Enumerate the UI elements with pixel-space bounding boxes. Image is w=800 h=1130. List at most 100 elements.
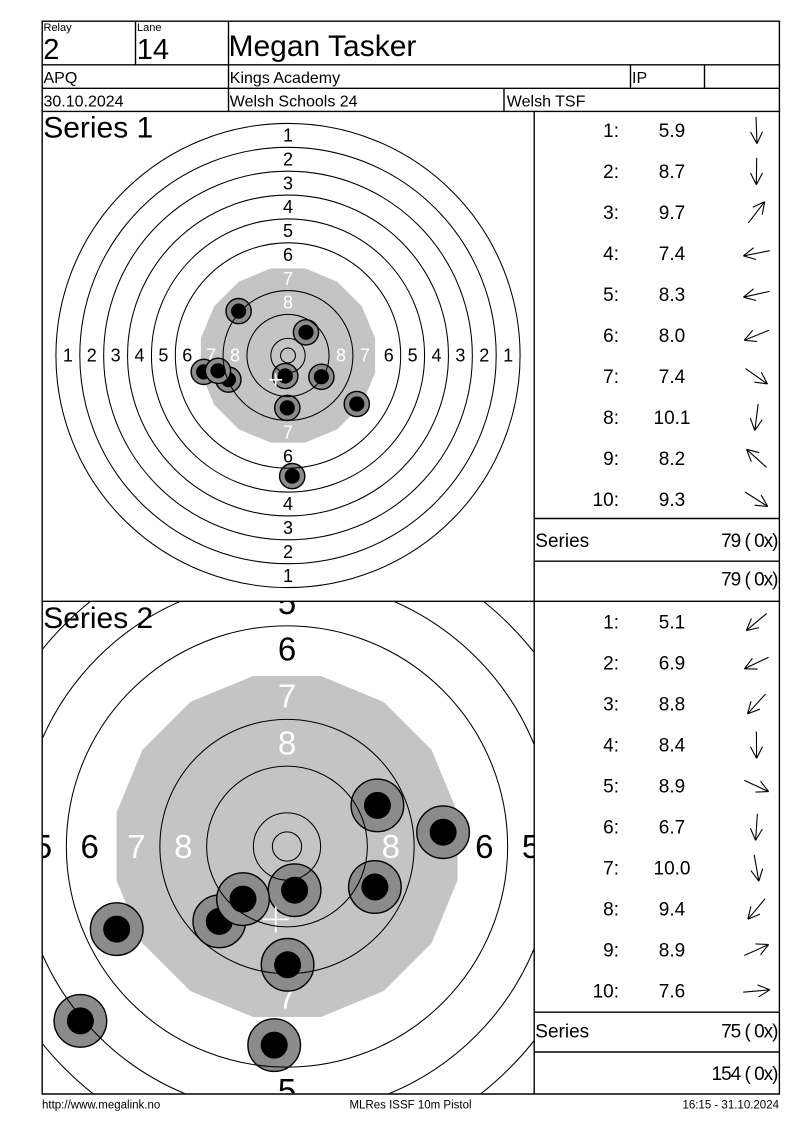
svg-text:8.9: 8.9 — [659, 941, 685, 962]
svg-text:9.7: 9.7 — [659, 203, 685, 224]
svg-text:1: 1 — [283, 566, 293, 586]
svg-text:3: 3 — [455, 346, 465, 366]
svg-text:6: 6 — [475, 828, 493, 865]
svg-text:Welsh Schools 24: Welsh Schools 24 — [230, 94, 358, 111]
svg-text:6:: 6: — [603, 818, 619, 839]
svg-text:IP: IP — [632, 70, 647, 87]
svg-text:APQ: APQ — [44, 70, 78, 87]
svg-text:7:: 7: — [603, 859, 619, 880]
svg-text:3: 3 — [111, 346, 121, 366]
svg-text:6: 6 — [81, 828, 99, 865]
svg-text:3:: 3: — [603, 203, 619, 224]
svg-text:8.8: 8.8 — [659, 695, 685, 716]
svg-text:6:: 6: — [603, 326, 619, 347]
svg-text:9:: 9: — [603, 941, 619, 962]
svg-text:7.4: 7.4 — [659, 244, 686, 265]
svg-text:4:: 4: — [603, 736, 619, 757]
svg-text:2: 2 — [43, 34, 59, 66]
svg-text:Relay: Relay — [44, 22, 73, 34]
svg-text:Kings Academy: Kings Academy — [230, 70, 340, 87]
svg-text:Series: Series — [535, 1022, 589, 1043]
svg-text:5: 5 — [278, 584, 296, 621]
svg-text:8:: 8: — [603, 408, 619, 429]
svg-text:7.4: 7.4 — [659, 367, 686, 388]
svg-text:4: 4 — [283, 494, 293, 514]
svg-text:8: 8 — [278, 724, 296, 761]
svg-text:8:: 8: — [603, 900, 619, 921]
svg-text:6.7: 6.7 — [659, 818, 685, 839]
svg-text:10.1: 10.1 — [654, 408, 691, 429]
svg-text:9.3: 9.3 — [659, 490, 685, 511]
svg-text:6: 6 — [384, 346, 394, 366]
svg-text:9.4: 9.4 — [659, 900, 686, 921]
svg-text:Welsh TSF: Welsh TSF — [507, 94, 586, 111]
svg-text:Series 1: Series 1 — [43, 112, 153, 145]
svg-text:6: 6 — [283, 245, 293, 265]
svg-text:7: 7 — [283, 423, 293, 443]
svg-text:Series: Series — [535, 531, 589, 552]
svg-text:6.9: 6.9 — [659, 654, 685, 675]
svg-text:10:: 10: — [593, 490, 619, 511]
svg-text:1: 1 — [63, 346, 73, 366]
svg-text:8: 8 — [382, 828, 400, 865]
svg-text:2:: 2: — [603, 654, 619, 675]
svg-text:8: 8 — [336, 346, 346, 366]
svg-text:2: 2 — [479, 346, 489, 366]
svg-text:1: 1 — [503, 346, 513, 366]
svg-text:3:: 3: — [603, 695, 619, 716]
svg-text:7.6: 7.6 — [659, 982, 685, 1003]
svg-text:5:: 5: — [603, 777, 619, 798]
svg-text:7: 7 — [206, 346, 216, 366]
svg-text:5: 5 — [408, 346, 418, 366]
svg-text:6: 6 — [182, 346, 192, 366]
svg-text:4:: 4: — [603, 244, 619, 265]
svg-text:7: 7 — [360, 346, 370, 366]
svg-text:7: 7 — [127, 828, 145, 865]
svg-text:5.1: 5.1 — [659, 613, 685, 634]
svg-text:6: 6 — [283, 446, 293, 466]
svg-text:7: 7 — [278, 677, 296, 714]
svg-text:154 ( 0x): 154 ( 0x) — [712, 1064, 779, 1085]
svg-text:8.9: 8.9 — [659, 777, 685, 798]
svg-text:Series 2: Series 2 — [43, 602, 153, 635]
svg-text:79 ( 0x): 79 ( 0x) — [721, 531, 778, 552]
svg-text:30.10.2024: 30.10.2024 — [44, 94, 124, 111]
svg-text:2: 2 — [283, 542, 293, 562]
svg-text:2: 2 — [283, 149, 293, 169]
svg-text:8.2: 8.2 — [659, 449, 685, 470]
svg-text:4: 4 — [134, 346, 144, 366]
svg-text:14: 14 — [137, 34, 169, 66]
svg-text:1: 1 — [283, 126, 293, 146]
svg-text:10.0: 10.0 — [654, 859, 691, 880]
svg-text:8.4: 8.4 — [659, 736, 686, 757]
svg-text:8.7: 8.7 — [659, 162, 685, 183]
svg-text:5: 5 — [158, 346, 168, 366]
svg-text:5: 5 — [522, 828, 540, 865]
svg-text:2: 2 — [87, 346, 97, 366]
svg-text:5.9: 5.9 — [659, 121, 685, 142]
svg-text:3: 3 — [283, 173, 293, 193]
svg-text:1:: 1: — [603, 121, 619, 142]
svg-text:8: 8 — [283, 293, 293, 313]
svg-text:4: 4 — [431, 346, 441, 366]
svg-text:9:: 9: — [603, 449, 619, 470]
svg-text:MLRes ISSF 10m Pistol: MLRes ISSF 10m Pistol — [349, 1099, 471, 1111]
svg-text:10:: 10: — [593, 982, 619, 1003]
svg-text:3: 3 — [283, 518, 293, 538]
svg-text:5: 5 — [278, 1072, 296, 1109]
svg-text:http://www.megalink.no: http://www.megalink.no — [42, 1099, 160, 1111]
svg-text:4: 4 — [283, 197, 293, 217]
svg-text:6: 6 — [278, 631, 296, 668]
svg-text:16:15 - 31.10.2024: 16:15 - 31.10.2024 — [682, 1099, 779, 1111]
svg-text:2:: 2: — [603, 162, 619, 183]
svg-text:8: 8 — [230, 346, 240, 366]
svg-text:Lane: Lane — [137, 22, 161, 34]
svg-text:79 ( 0x): 79 ( 0x) — [721, 569, 778, 590]
svg-text:Megan Tasker: Megan Tasker — [229, 30, 417, 63]
svg-text:75 ( 0x): 75 ( 0x) — [721, 1022, 778, 1043]
svg-text:5:: 5: — [603, 285, 619, 306]
svg-text:8: 8 — [174, 828, 192, 865]
svg-text:8.3: 8.3 — [659, 285, 685, 306]
svg-text:8.0: 8.0 — [659, 326, 685, 347]
svg-text:1:: 1: — [603, 613, 619, 634]
